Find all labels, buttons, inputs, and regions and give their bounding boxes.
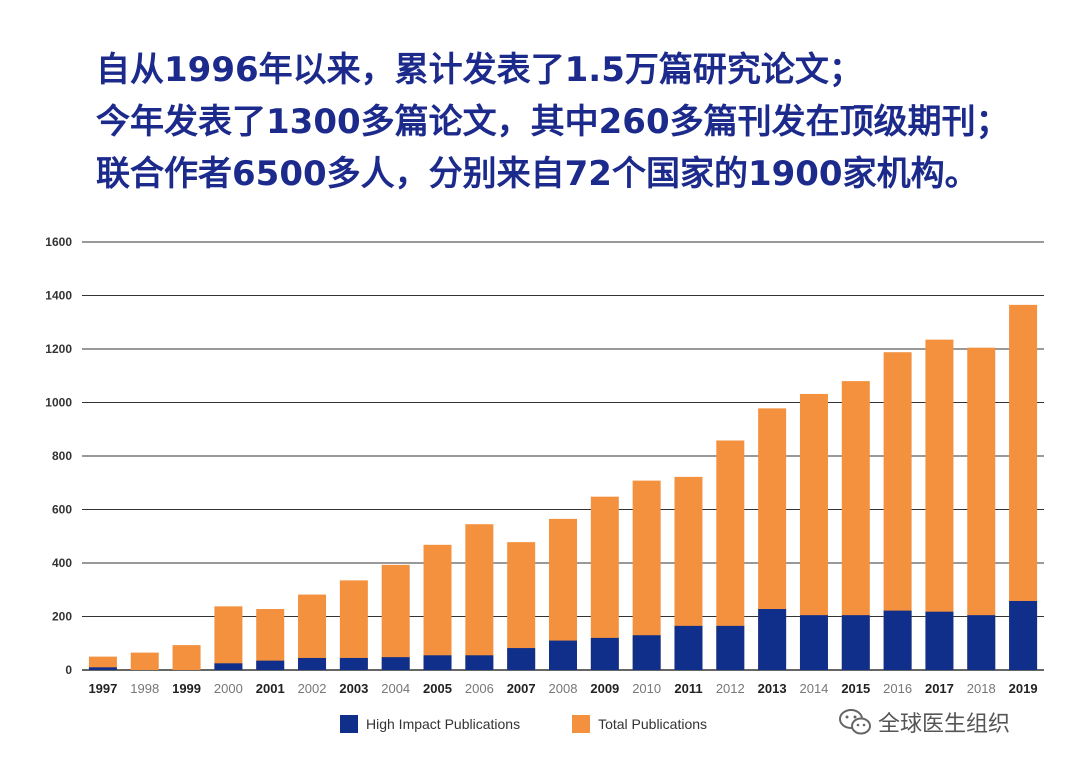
x-tick-label: 2006 <box>465 681 494 696</box>
legend-label-high-impact: High Impact Publications <box>366 716 521 732</box>
x-tick-label: 2001 <box>256 681 285 696</box>
bar-high-impact-2009 <box>590 637 619 670</box>
bar-high-impact-2004 <box>381 657 410 670</box>
x-tick-label: 2015 <box>841 681 870 696</box>
y-tick-label: 1600 <box>45 235 72 249</box>
bar-high-impact-1997 <box>88 667 117 670</box>
y-tick-label: 0 <box>65 663 72 677</box>
x-tick-label: 2011 <box>674 681 702 696</box>
x-tick-label: 2007 <box>507 681 536 696</box>
bar-total-2004 <box>381 564 410 670</box>
x-tick-label: 2013 <box>758 681 787 696</box>
y-tick-label: 800 <box>52 449 72 463</box>
bar-high-impact-2003 <box>339 657 368 670</box>
x-tick-label: 2004 <box>381 681 410 696</box>
bar-high-impact-2005 <box>423 655 452 670</box>
wechat-icon <box>839 709 871 735</box>
bar-high-impact-2014 <box>799 615 828 670</box>
legend-item-total: Total Publications <box>572 715 707 733</box>
bar-high-impact-2002 <box>298 657 327 670</box>
bar-high-impact-2010 <box>632 635 661 670</box>
watermark-text: 全球医生组织 <box>878 712 1011 737</box>
bar-high-impact-2001 <box>256 660 285 670</box>
bar-high-impact-2006 <box>465 655 494 670</box>
x-tick-label: 2018 <box>967 681 996 696</box>
legend-item-high-impact: High Impact Publications <box>340 715 520 733</box>
chart-legend: High Impact Publications Total Publicati… <box>340 710 759 738</box>
x-tick-label: 2017 <box>925 681 954 696</box>
y-tick-label: 200 <box>52 610 72 624</box>
bar-total-1997 <box>88 656 117 670</box>
x-tick-label: 2008 <box>549 681 578 696</box>
x-tick-label: 2016 <box>883 681 912 696</box>
bar-high-impact-2017 <box>925 611 954 670</box>
bar-total-2005 <box>423 544 452 670</box>
bar-total-2006 <box>465 524 494 670</box>
y-tick-label: 1400 <box>45 289 72 303</box>
x-tick-label: 2019 <box>1009 681 1038 696</box>
publications-bar-chart: 0 200 400 600 800 1000 1200 1400 1600 1997 1998 199… <box>45 235 1044 696</box>
headline: 自从1996年以来，累计发表了1.5万篇研究论文； 今年发表了1300多篇论文，… <box>96 44 1056 200</box>
bar-high-impact-2007 <box>507 648 536 670</box>
bar-total-2001 <box>256 609 285 670</box>
bar-total-2003 <box>339 580 368 670</box>
x-tick-label: 2010 <box>632 681 661 696</box>
legend-swatch-total <box>572 715 591 733</box>
bar-high-impact-2012 <box>716 625 745 670</box>
bar-high-impact-2019 <box>1009 600 1038 670</box>
bar-high-impact-2013 <box>758 609 787 670</box>
bar-high-impact-2016 <box>883 610 912 670</box>
y-tick-label: 1200 <box>45 342 72 356</box>
x-tick-label: 2000 <box>214 681 243 696</box>
headline-line-1: 自从1996年以来，累计发表了1.5万篇研究论文； <box>96 50 863 90</box>
bar-high-impact-2000 <box>214 663 243 670</box>
x-tick-label: 2009 <box>590 681 619 696</box>
bar-total-2002 <box>298 594 327 670</box>
bar-total-1998 <box>130 652 159 670</box>
y-tick-label: 1000 <box>45 396 72 410</box>
x-tick-label: 2003 <box>339 681 368 696</box>
x-tick-label: 1997 <box>88 681 117 696</box>
legend-label-total: Total Publications <box>598 716 708 732</box>
x-tick-label: 2014 <box>799 681 828 696</box>
watermark: 全球医生组织 <box>838 706 1010 738</box>
y-tick-label: 400 <box>52 556 72 570</box>
bar-high-impact-2008 <box>549 640 577 670</box>
bar-total-1999 <box>172 645 201 670</box>
bar-high-impact-2018 <box>967 615 996 670</box>
bar-high-impact-2015 <box>841 615 870 670</box>
x-tick-label: 2002 <box>298 681 327 696</box>
x-tick-label: 2012 <box>716 681 745 696</box>
x-tick-label: 2005 <box>423 681 452 696</box>
headline-line-3: 联合作者6500多人，分别来自72个国家的1900家机构。 <box>96 154 979 194</box>
x-tick-label: 1998 <box>130 681 159 696</box>
bar-total-2000 <box>214 606 243 670</box>
bar-high-impact-2011 <box>674 625 703 670</box>
headline-line-2: 今年发表了1300多篇论文，其中260多篇刊发在顶级期刊； <box>96 102 1010 142</box>
x-tick-label: 1999 <box>172 681 201 696</box>
legend-swatch-high-impact <box>340 715 358 733</box>
y-tick-label: 600 <box>52 503 72 517</box>
